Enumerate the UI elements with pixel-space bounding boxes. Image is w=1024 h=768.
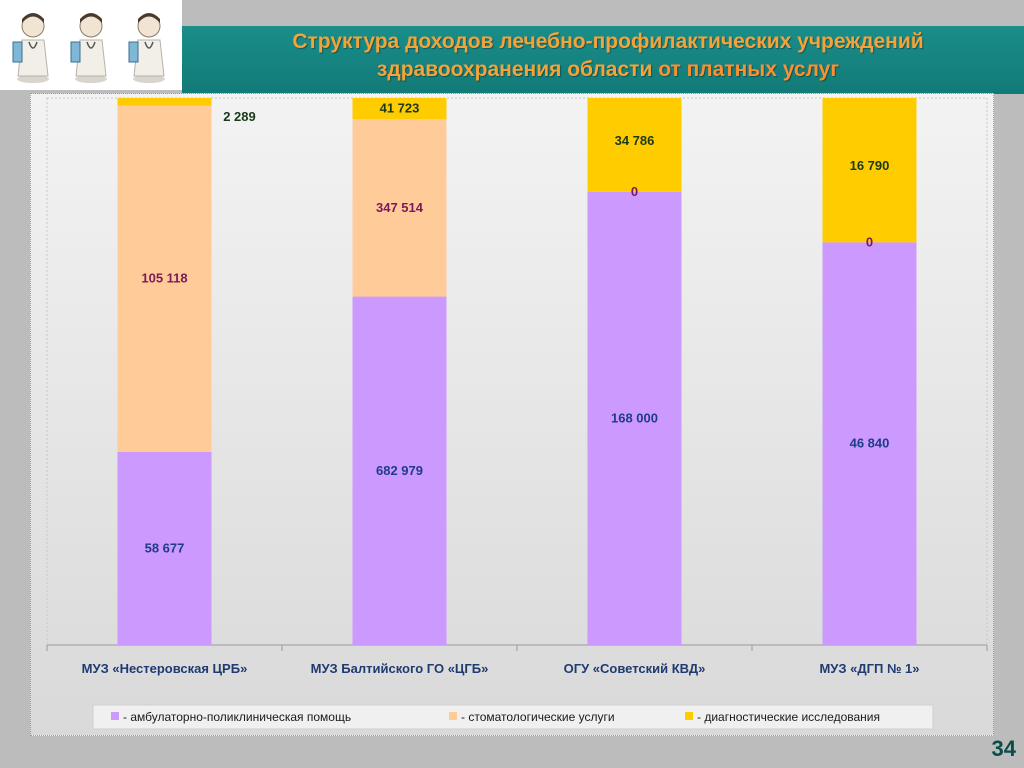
bar-segment [117, 451, 212, 645]
data-label: 2 289 [223, 109, 256, 124]
stacked-bar-chart: 58 677 105 118 2 289 МУЗ «Нестеровская ЦРБ»… [46, 97, 988, 730]
doctor-icon [70, 13, 107, 83]
chart-area: 58 677 105 118 2 289 МУЗ «Нестеровская ЦРБ»… [30, 93, 994, 736]
bar-segment [352, 98, 447, 120]
data-label: 105 118 [141, 271, 187, 286]
title-line-2-start: здравоохранения области [376, 58, 659, 81]
data-label: 0 [631, 184, 638, 199]
bar-segment [587, 98, 682, 192]
category-label: МУЗ Балтийского ГО «ЦГБ» [311, 661, 489, 676]
title-highlight: от платных услуг [658, 58, 840, 81]
bar-segment [822, 98, 917, 243]
title-line-2: здравоохранения области от платных услуг [190, 56, 1024, 84]
data-label: 168 000 [611, 410, 658, 425]
legend-swatch [449, 712, 457, 720]
legend [92, 704, 934, 730]
data-label: 0 [866, 234, 873, 249]
data-label: 58 677 [145, 540, 185, 555]
category-label: МУЗ «Нестеровская ЦРБ» [82, 661, 248, 676]
data-label: 347 514 [376, 200, 424, 215]
legend-label: - амбулаторно-поликлиническая помощь [123, 710, 351, 724]
bar-segment [352, 296, 447, 645]
doctor-icon [128, 13, 165, 83]
bar-segment [117, 105, 212, 452]
category-label: ОГУ «Советский КВД» [564, 661, 706, 676]
title-line-1: Структура доходов лечебно-профилактическ… [292, 30, 924, 53]
data-label: 16 790 [850, 158, 890, 173]
bar-segment [117, 98, 212, 106]
legend-swatch [685, 712, 693, 720]
doctor-icon [12, 13, 49, 83]
bar-segment [352, 119, 447, 297]
page-title: Структура доходов лечебно-профилактическ… [190, 28, 1024, 84]
legend-label: - стоматологические услуги [461, 710, 615, 724]
data-label: 46 840 [850, 436, 890, 451]
header-bar [182, 26, 1024, 94]
data-label: 682 979 [376, 463, 423, 478]
data-label: 34 786 [615, 133, 655, 148]
logo-panel [0, 0, 182, 90]
bar-segment [587, 191, 682, 645]
bar-segment [822, 242, 917, 645]
legend-label: - диагностические исследования [697, 710, 880, 724]
legend-swatch [111, 712, 119, 720]
category-label: МУЗ «ДГП № 1» [819, 661, 919, 676]
data-label: 41 723 [380, 101, 420, 116]
page-number: 34 [991, 736, 1016, 761]
